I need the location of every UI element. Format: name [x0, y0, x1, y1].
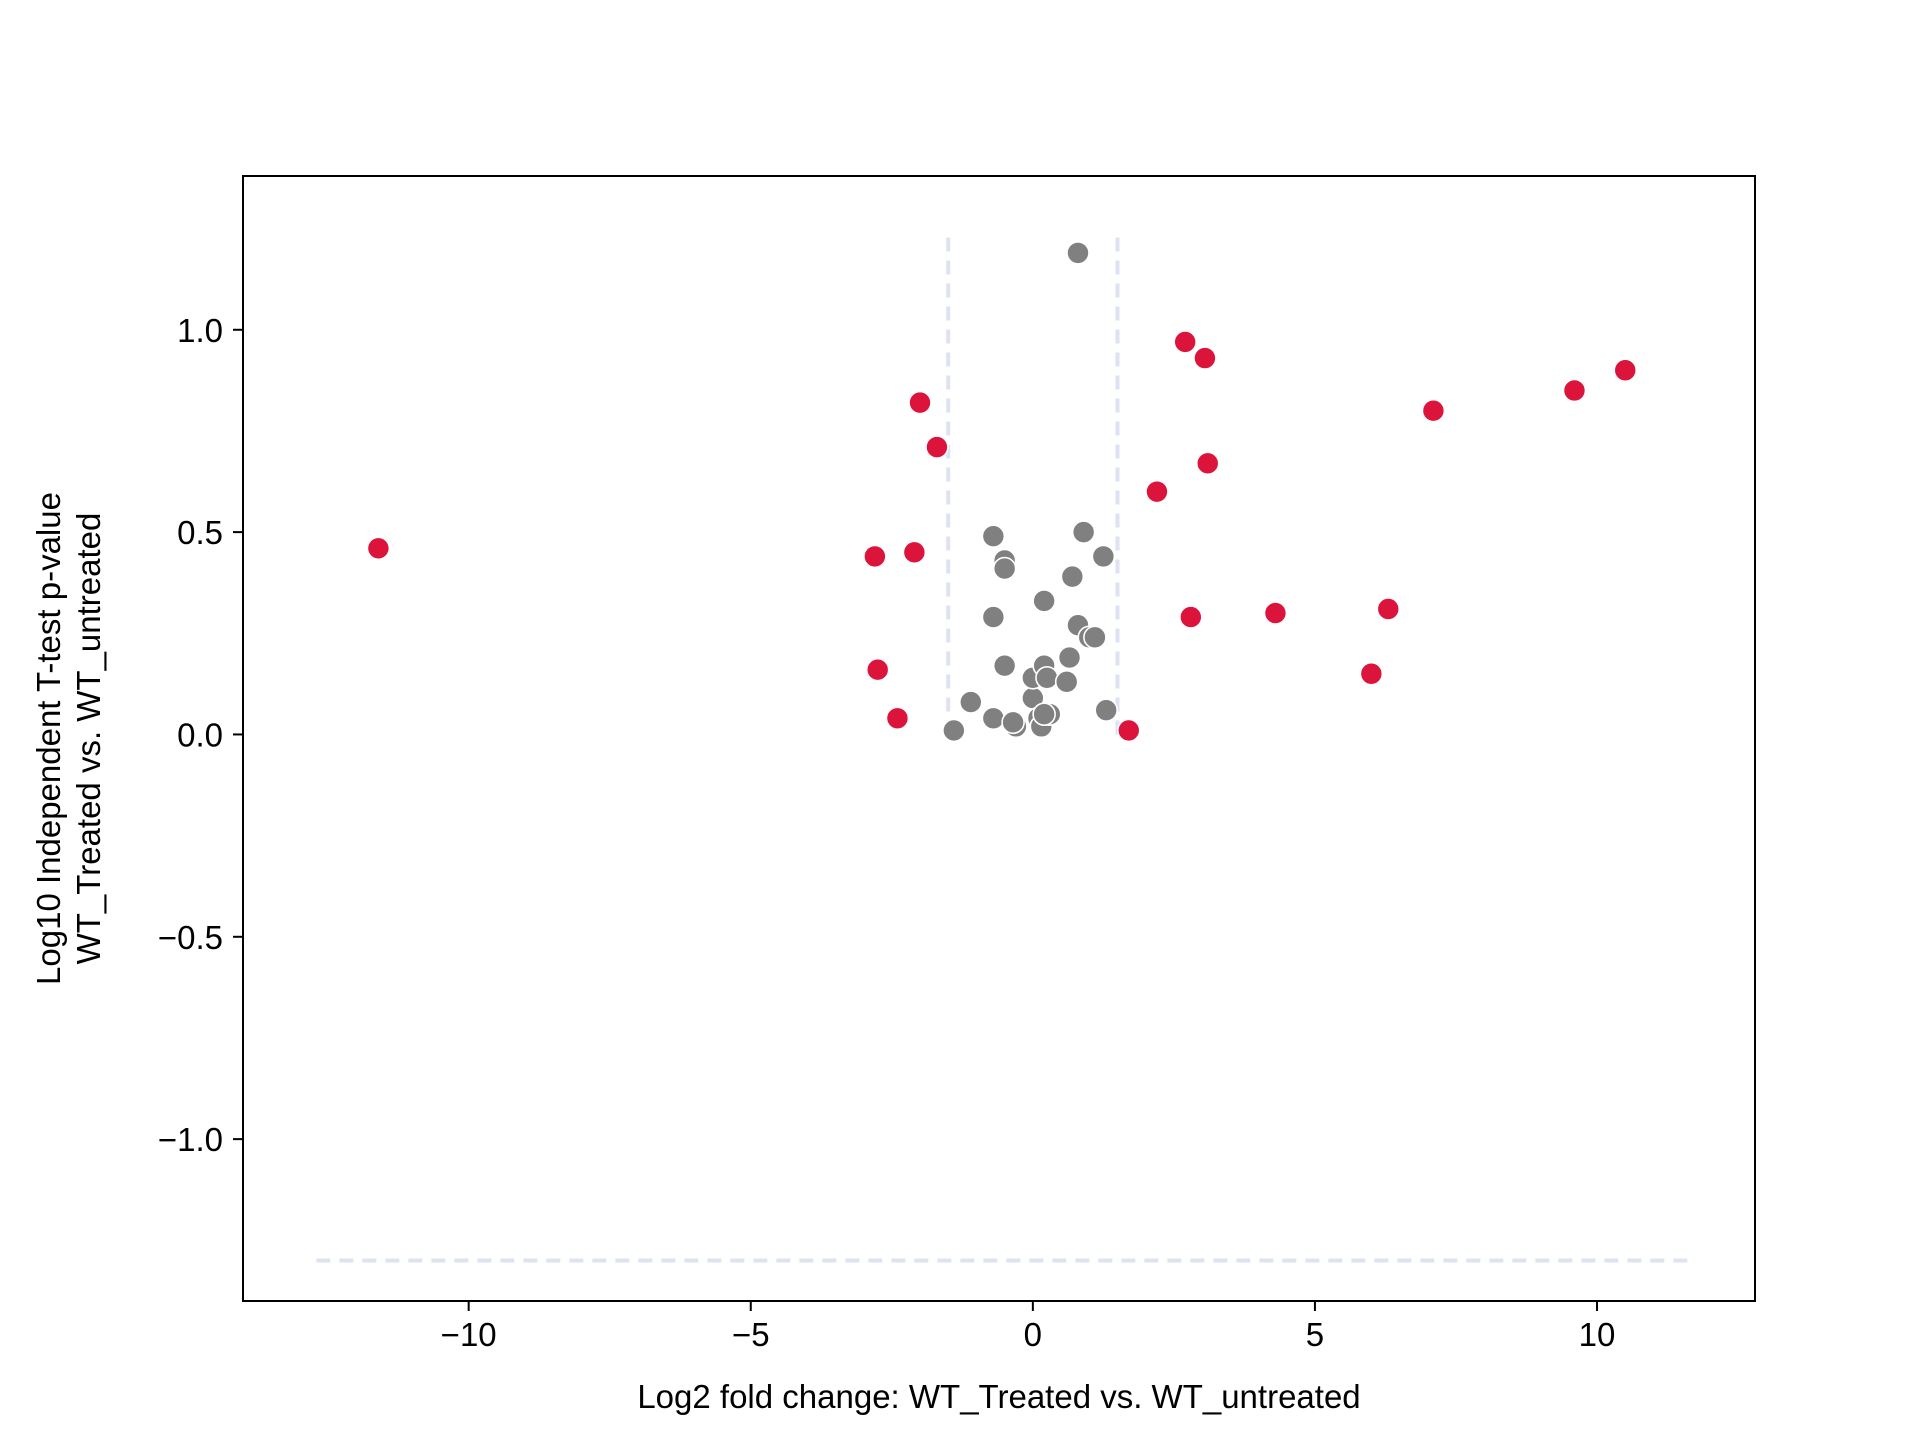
data-point-s2-1 — [1066, 241, 1090, 265]
data-point-s2-21 — [1054, 670, 1079, 694]
data-point-s1-14 — [1263, 601, 1288, 625]
data-point-s1-1 — [366, 536, 391, 561]
data-point-s1-8 — [1116, 718, 1141, 743]
data-point-s2-7 — [942, 718, 966, 743]
x-axis: −10 −5 0 5 10 — [441, 1301, 1616, 1353]
y-axis-label-line-2: WT_Treated vs. WT_untreated — [70, 513, 107, 965]
y-tick-label: −0.5 — [158, 919, 223, 956]
data-point-s1-10 — [1173, 330, 1197, 354]
data-point-s1-16 — [1376, 597, 1401, 621]
data-point-s2-5 — [981, 605, 1006, 629]
data-point-s1-7 — [885, 706, 910, 731]
data-point-s2-9 — [981, 706, 1006, 731]
data-point-s2-25 — [1071, 520, 1096, 544]
data-point-s2-22 — [1057, 645, 1082, 670]
data-points — [366, 241, 1638, 743]
y-axis-label-line-1: Log10 Independent T-test p-value — [30, 492, 67, 985]
x-tick-label: 5 — [1306, 1316, 1324, 1353]
threshold-lines — [316, 232, 1688, 1263]
x-tick-label: −10 — [441, 1316, 497, 1353]
data-point-s2-28 — [1091, 544, 1116, 569]
data-point-s2-11 — [1001, 710, 1025, 735]
data-point-s1-19 — [1613, 358, 1638, 383]
data-point-s1-6 — [865, 657, 890, 682]
data-point-s2-29 — [1094, 698, 1118, 722]
data-point-s1-17 — [1421, 398, 1446, 423]
data-point-s2-8 — [958, 690, 983, 714]
data-point-s2-6 — [992, 653, 1017, 678]
x-tick-label: 0 — [1024, 1316, 1042, 1353]
data-point-s1-11 — [1193, 346, 1217, 370]
data-point-s2-2 — [981, 524, 1006, 548]
data-point-s2-4 — [992, 556, 1017, 581]
data-point-s1-3 — [902, 540, 927, 565]
y-axis: −1.0 −0.5 0.0 0.5 1.0 — [158, 312, 243, 1158]
data-point-s2-17 — [1035, 665, 1059, 690]
data-point-s2-27 — [1083, 625, 1107, 650]
data-point-s1-15 — [1359, 661, 1384, 686]
y-tick-label: −1.0 — [158, 1121, 223, 1158]
y-tick-label: 0.0 — [177, 716, 223, 753]
data-point-s2-23 — [1060, 564, 1085, 589]
data-point-s2-19 — [1032, 702, 1056, 727]
data-point-s1-2 — [863, 544, 887, 569]
y-tick-label: 1.0 — [177, 312, 223, 349]
plot-frame — [242, 175, 1756, 1302]
data-point-s1-4 — [908, 390, 932, 415]
data-point-s1-18 — [1562, 378, 1587, 403]
data-point-s1-5 — [925, 435, 949, 459]
data-point-s1-9 — [1145, 479, 1169, 504]
y-tick-label: 0.5 — [177, 514, 223, 551]
x-axis-label: Log2 fold change: WT_Treated vs. WT_untr… — [637, 1378, 1360, 1415]
x-tick-label: 10 — [1579, 1316, 1616, 1353]
data-point-s1-12 — [1195, 451, 1220, 476]
x-tick-label: −5 — [732, 1316, 770, 1353]
data-point-s2-20 — [1032, 589, 1056, 613]
data-point-s1-13 — [1179, 605, 1203, 629]
